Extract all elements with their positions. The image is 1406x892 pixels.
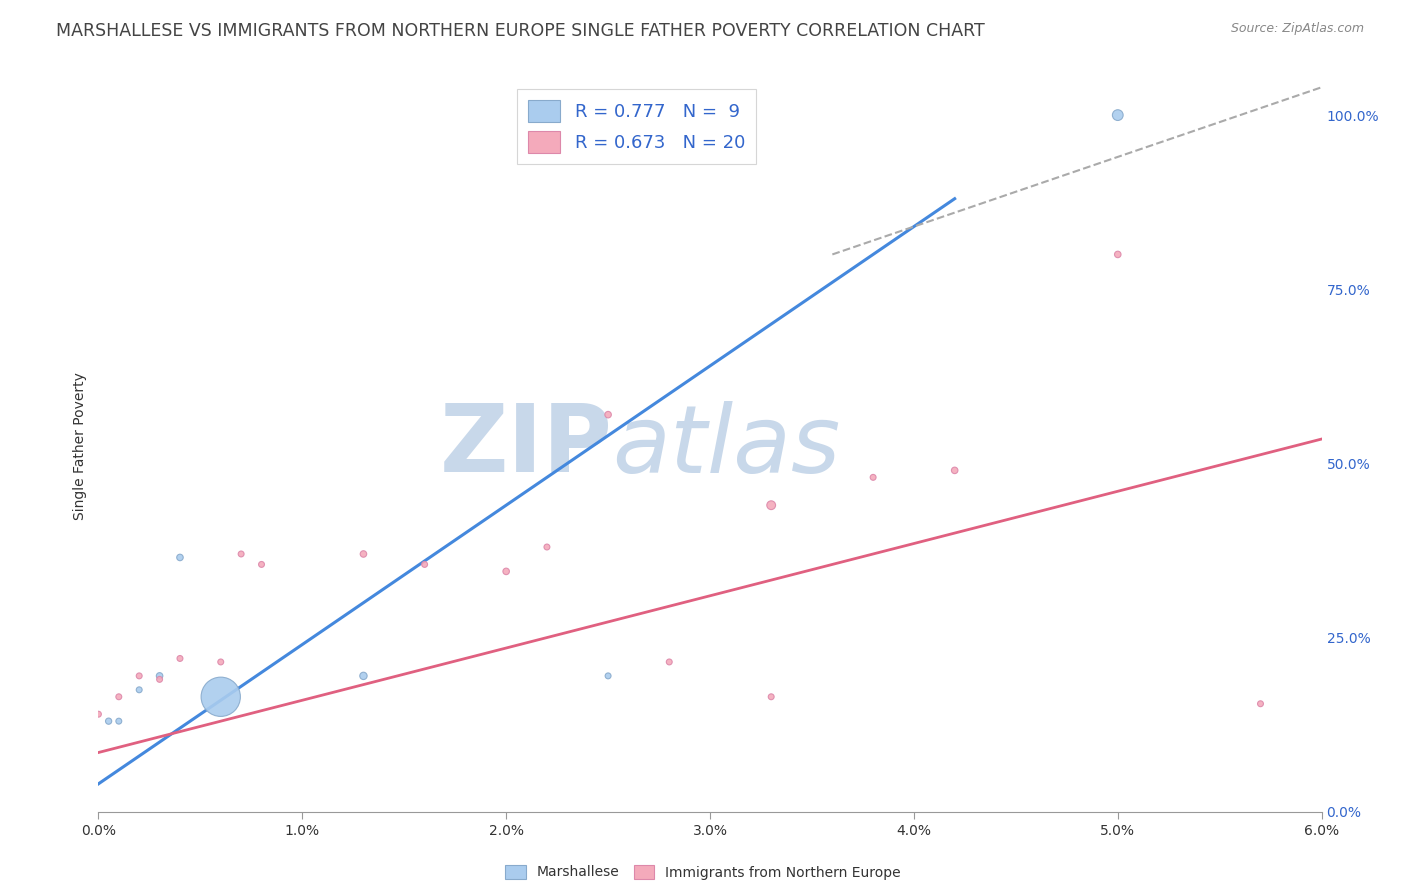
Point xyxy=(352,547,374,561)
Point xyxy=(108,690,131,704)
Point xyxy=(149,669,172,683)
Point xyxy=(209,655,232,669)
Point xyxy=(761,498,783,512)
Point xyxy=(231,547,253,561)
Point xyxy=(87,707,110,722)
Point xyxy=(598,408,620,422)
Point xyxy=(97,714,120,728)
Text: MARSHALLESE VS IMMIGRANTS FROM NORTHERN EUROPE SINGLE FATHER POVERTY CORRELATION: MARSHALLESE VS IMMIGRANTS FROM NORTHERN … xyxy=(56,22,986,40)
Point xyxy=(1107,108,1129,122)
Y-axis label: Single Father Poverty: Single Father Poverty xyxy=(73,372,87,520)
Point xyxy=(169,651,191,665)
Point xyxy=(495,565,517,579)
Point xyxy=(536,540,558,554)
Legend: Marshallese, Immigrants from Northern Europe: Marshallese, Immigrants from Northern Eu… xyxy=(499,859,907,885)
Point xyxy=(598,669,620,683)
Point xyxy=(128,682,150,697)
Point xyxy=(761,690,783,704)
Legend: R = 0.777   N =  9, R = 0.673   N = 20: R = 0.777 N = 9, R = 0.673 N = 20 xyxy=(517,89,756,164)
Point xyxy=(413,558,436,572)
Point xyxy=(250,558,273,572)
Text: Source: ZipAtlas.com: Source: ZipAtlas.com xyxy=(1230,22,1364,36)
Point xyxy=(1249,697,1271,711)
Point xyxy=(862,470,884,484)
Point xyxy=(352,669,374,683)
Text: ZIP: ZIP xyxy=(439,400,612,492)
Point xyxy=(943,463,966,477)
Point xyxy=(169,550,191,565)
Text: atlas: atlas xyxy=(612,401,841,491)
Point xyxy=(108,714,131,728)
Point xyxy=(1107,247,1129,261)
Point xyxy=(209,690,232,704)
Point xyxy=(658,655,681,669)
Point xyxy=(128,669,150,683)
Point xyxy=(149,673,172,687)
